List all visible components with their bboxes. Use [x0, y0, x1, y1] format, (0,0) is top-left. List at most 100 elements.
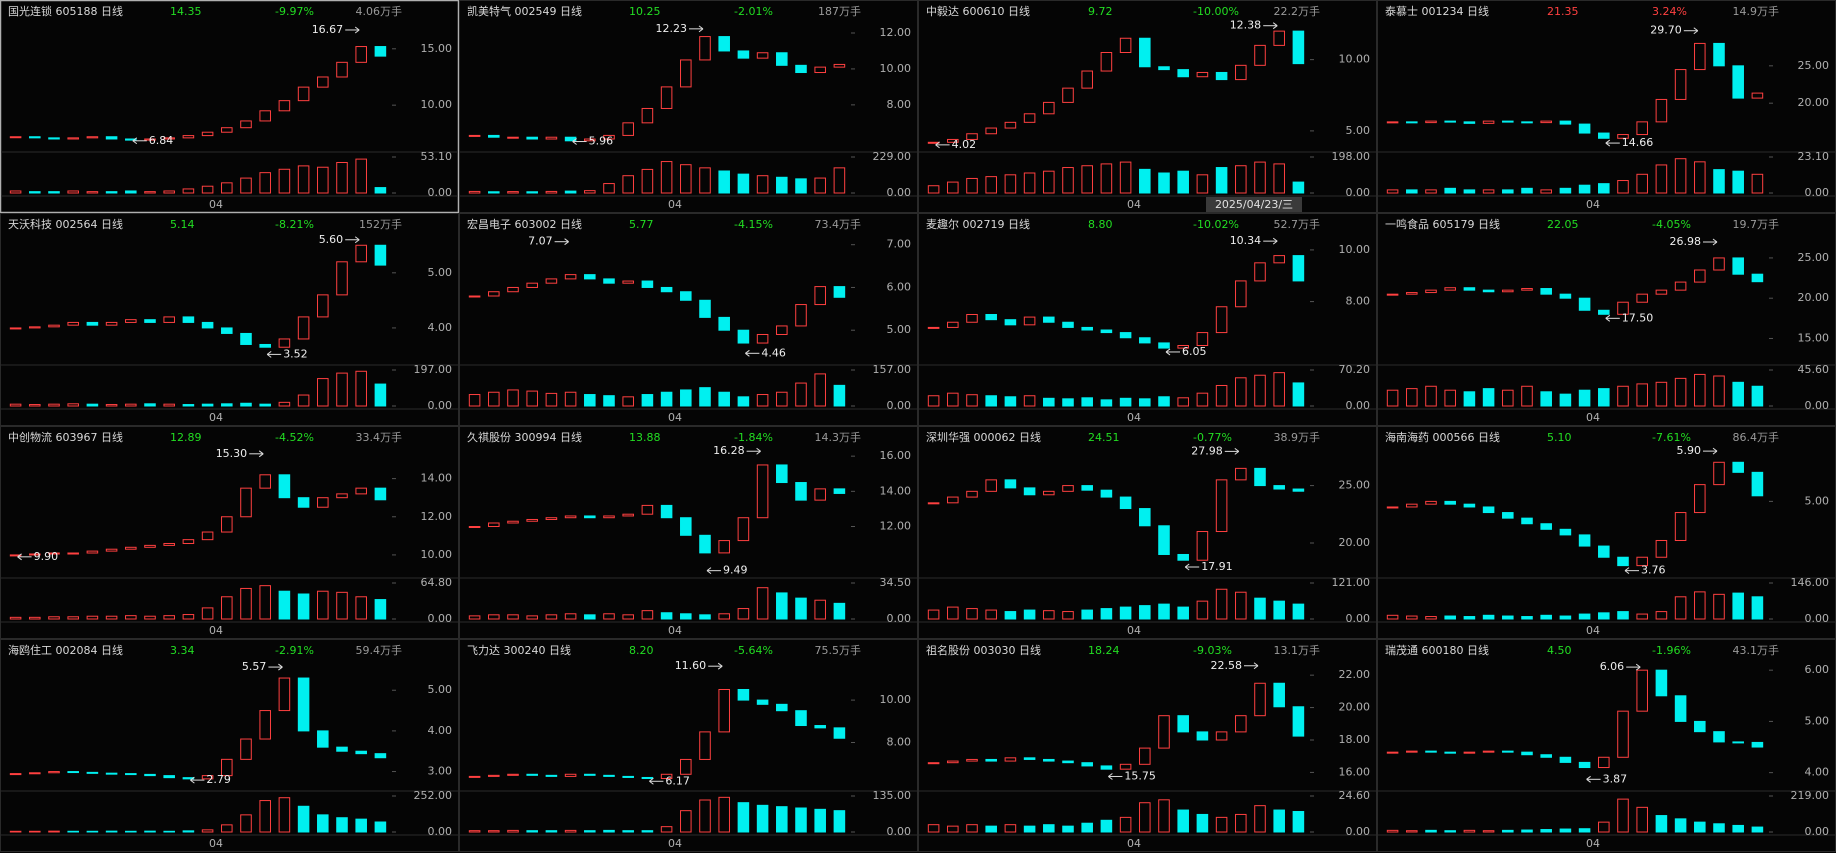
stock-panel[interactable]: 麦趣尔 002719 日线 8.80 -10.02% 52.7万手 10.00 8.00 7… — [918, 213, 1377, 426]
candle — [468, 526, 481, 529]
stock-panel[interactable]: 一鸣食品 605179 日线 22.05 -4.05% 19.7万手 25.00 20.0… — [1377, 213, 1836, 426]
volume-bar — [1559, 615, 1572, 620]
volume-bar — [1062, 825, 1074, 833]
y-tick-label: 8.00 — [1346, 295, 1371, 308]
volume-bar — [680, 389, 692, 407]
candle — [278, 474, 291, 499]
volume-bar — [622, 614, 634, 620]
candle — [1119, 496, 1132, 510]
stock-panel[interactable]: 瑞茂通 600180 日线 4.50 -1.96% 43.1万手 6.00 5.00 4.0… — [1377, 639, 1836, 852]
volume-tick-label: 0.00 — [428, 399, 453, 412]
candle — [756, 464, 769, 519]
low-arrowhead — [572, 138, 577, 145]
stock-title: 凯美特气 002549 日线 — [467, 4, 582, 18]
candle — [29, 326, 41, 329]
candle — [48, 771, 60, 774]
candle — [259, 343, 271, 348]
stock-price: 21.35 — [1547, 5, 1579, 18]
stock-panel[interactable]: 凯美特气 002549 日线 10.25 -2.01% 187万手 12.00 10.00… — [459, 0, 918, 213]
volume-bar — [699, 799, 711, 833]
candle — [201, 131, 214, 137]
candle — [297, 677, 310, 732]
candle — [468, 134, 481, 137]
volume-bar — [278, 797, 291, 833]
candle — [1139, 37, 1151, 68]
volume-bar — [240, 587, 252, 620]
stock-panel[interactable]: 祖名股份 003030 日线 18.24 -9.03% 13.1万手 22.00 20.0… — [918, 639, 1377, 852]
volume-bar — [182, 188, 195, 194]
candle — [526, 136, 538, 140]
volume-bar — [1119, 816, 1132, 833]
candle — [947, 138, 959, 143]
volume-bar — [927, 185, 940, 194]
candle — [1292, 255, 1305, 282]
cursor-date-box — [1206, 197, 1302, 212]
candle — [1062, 321, 1074, 328]
volume-bar — [1732, 824, 1744, 833]
stock-panel[interactable]: 海南海药 000566 日线 5.10 -7.61% 86.4万手 5.00 146.00… — [1377, 426, 1836, 639]
high-arrowhead — [1635, 663, 1641, 671]
candle — [966, 314, 978, 323]
volume-bar — [795, 597, 807, 620]
volume-bar — [1463, 829, 1476, 833]
candle — [1081, 762, 1093, 767]
stock-panel[interactable]: 天沃科技 002564 日线 5.14 -8.21% 152万手 5.00 4.00 197… — [0, 213, 459, 426]
candle — [336, 746, 348, 752]
stock-price: 8.80 — [1088, 218, 1113, 231]
volume-bar — [1158, 172, 1170, 194]
stock-panel[interactable]: 国光连锁 605188 日线 14.35 -9.97% 4.06万手 15.00 10.0… — [0, 0, 460, 214]
volume-bar — [776, 176, 788, 194]
candle — [564, 274, 577, 280]
candle — [603, 134, 615, 140]
candle — [1502, 289, 1514, 293]
volume-bar — [718, 796, 730, 833]
stock-panel[interactable]: 中毅达 600610 日线 9.72 -10.00% 22.2万手 10.00 5.00 1… — [918, 0, 1377, 213]
candle — [163, 137, 175, 140]
candle — [814, 488, 826, 501]
candle — [297, 316, 310, 340]
volume-bar — [833, 384, 846, 407]
y-tick-label: 5.00 — [1805, 494, 1830, 507]
candle — [144, 773, 156, 777]
low-arrowhead — [935, 141, 940, 149]
low-label: 3.52 — [283, 347, 308, 360]
candle — [163, 775, 175, 779]
volume-bar — [641, 610, 654, 620]
volume-bar — [297, 394, 310, 407]
candle — [1196, 71, 1209, 78]
x-label: 04 — [1586, 624, 1600, 637]
volume-bar — [336, 372, 348, 407]
volume-bar — [1100, 163, 1113, 194]
candle — [660, 86, 673, 109]
volume-bar — [1463, 189, 1476, 194]
low-label: 6.17 — [665, 774, 690, 787]
y-tick-label: 10.00 — [421, 98, 453, 111]
volume-bar — [297, 593, 310, 620]
volume-bar — [699, 614, 711, 620]
volume-bar — [756, 394, 769, 407]
stock-panel[interactable]: 久祺股份 300994 日线 13.88 -1.84% 14.3万手 16.00 14.0… — [459, 426, 918, 639]
stock-panel[interactable]: 泰慕士 001234 日线 21.35 3.24% 14.9万手 25.00 20.00 2… — [1377, 0, 1836, 213]
volume-bar — [776, 592, 788, 620]
candle — [1177, 69, 1189, 78]
stock-panel[interactable]: 飞力达 300240 日线 8.20 -5.64% 75.5万手 10.00 8.00 13… — [459, 639, 918, 852]
volume-bar — [9, 830, 22, 833]
stock-panel[interactable]: 宏昌电子 603002 日线 5.77 -4.15% 73.4万手 7.00 6.00 5.… — [459, 213, 918, 426]
volume-bar — [737, 608, 750, 620]
stock-panel[interactable]: 海鸥住工 002084 日线 3.34 -2.91% 59.4万手 5.00 4.00 3.… — [0, 639, 459, 852]
candle — [29, 772, 41, 775]
volume-bar — [1139, 605, 1151, 620]
stock-panel[interactable]: 深圳华强 000062 日线 24.51 -0.77% 38.9万手 25.00 20.0… — [918, 426, 1377, 639]
volume-bar — [814, 599, 826, 620]
stock-title: 海南海药 000566 日线 — [1385, 430, 1500, 444]
volume-bar — [1158, 396, 1170, 407]
volume-tick-label: 135.00 — [873, 789, 912, 802]
candle — [105, 548, 118, 552]
stock-price: 10.25 — [629, 5, 661, 18]
candle — [641, 776, 654, 780]
volume-bar — [1655, 381, 1668, 407]
candle — [1617, 710, 1629, 758]
volume-bar — [1043, 397, 1055, 407]
volume-tick-label: 34.50 — [880, 576, 912, 589]
stock-panel[interactable]: 中创物流 603967 日线 12.89 -4.52% 33.4万手 14.00 12.0… — [0, 426, 459, 639]
